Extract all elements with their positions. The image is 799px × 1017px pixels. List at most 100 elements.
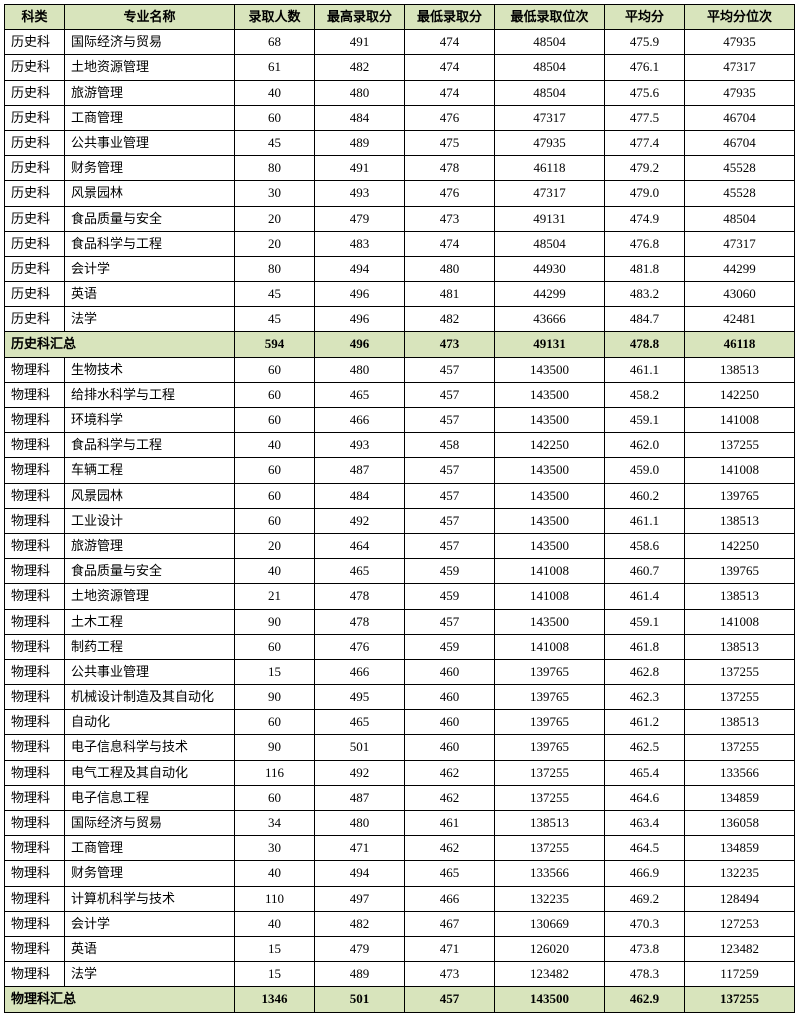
cell-value: 459 [405,584,495,609]
cell-value: 136058 [685,811,795,836]
cell-value: 460 [405,659,495,684]
cell-value: 60 [235,382,315,407]
cell-value: 143500 [495,357,605,382]
col-category: 科类 [5,5,65,30]
cell-value: 60 [235,458,315,483]
cell-value: 478 [405,156,495,181]
cell-major: 电子信息工程 [65,785,235,810]
cell-category: 物理科 [5,634,65,659]
summary-cell: 462.9 [605,987,685,1012]
cell-category: 历史科 [5,30,65,55]
cell-value: 457 [405,382,495,407]
cell-value: 461.1 [605,508,685,533]
cell-value: 137255 [495,785,605,810]
cell-value: 60 [235,357,315,382]
cell-value: 462.8 [605,659,685,684]
header-row: 科类 专业名称 录取人数 最高录取分 最低录取分 最低录取位次 平均分 平均分位… [5,5,795,30]
table-row: 历史科会计学8049448044930481.844299 [5,256,795,281]
cell-major: 环境科学 [65,408,235,433]
cell-value: 465.4 [605,760,685,785]
cell-value: 20 [235,231,315,256]
cell-category: 历史科 [5,156,65,181]
cell-value: 493 [315,181,405,206]
cell-value: 492 [315,508,405,533]
cell-value: 466 [405,886,495,911]
cell-value: 494 [315,256,405,281]
col-major: 专业名称 [65,5,235,30]
cell-value: 457 [405,408,495,433]
cell-value: 481 [405,282,495,307]
cell-value: 138513 [495,811,605,836]
cell-value: 45528 [685,181,795,206]
cell-value: 40 [235,80,315,105]
cell-value: 47317 [495,105,605,130]
cell-major: 国际经济与贸易 [65,811,235,836]
table-row: 物理科生物技术60480457143500461.1138513 [5,357,795,382]
cell-value: 478 [315,584,405,609]
cell-value: 459 [405,634,495,659]
cell-value: 497 [315,886,405,911]
cell-value: 128494 [685,886,795,911]
cell-value: 139765 [495,735,605,760]
cell-value: 48504 [495,80,605,105]
summary-label: 历史科汇总 [5,332,235,357]
cell-value: 465 [315,710,405,735]
cell-value: 461.1 [605,357,685,382]
cell-major: 生物技术 [65,357,235,382]
summary-cell: 46118 [685,332,795,357]
table-row: 历史科法学4549648243666484.742481 [5,307,795,332]
cell-value: 480 [315,811,405,836]
cell-value: 478.3 [605,962,685,987]
cell-value: 15 [235,659,315,684]
cell-value: 60 [235,508,315,533]
cell-value: 466 [315,408,405,433]
summary-row: 物理科汇总1346501457143500462.9137255 [5,987,795,1012]
cell-value: 489 [315,962,405,987]
cell-value: 80 [235,256,315,281]
cell-major: 食品质量与安全 [65,559,235,584]
cell-value: 133566 [685,760,795,785]
table-row: 历史科公共事业管理4548947547935477.446704 [5,130,795,155]
cell-value: 15 [235,962,315,987]
cell-value: 460 [405,735,495,760]
cell-major: 英语 [65,282,235,307]
table-row: 历史科旅游管理4048047448504475.647935 [5,80,795,105]
cell-value: 460.2 [605,483,685,508]
cell-value: 457 [405,609,495,634]
cell-value: 132235 [685,861,795,886]
cell-value: 465 [315,382,405,407]
summary-cell: 501 [315,987,405,1012]
cell-category: 历史科 [5,130,65,155]
cell-category: 物理科 [5,584,65,609]
cell-value: 20 [235,533,315,558]
cell-value: 44930 [495,256,605,281]
cell-value: 132235 [495,886,605,911]
cell-value: 44299 [495,282,605,307]
cell-value: 457 [405,458,495,483]
cell-value: 473 [405,962,495,987]
cell-value: 134859 [685,785,795,810]
cell-category: 物理科 [5,811,65,836]
cell-value: 474 [405,231,495,256]
cell-category: 物理科 [5,785,65,810]
cell-value: 45528 [685,156,795,181]
cell-value: 60 [235,634,315,659]
table-row: 历史科风景园林3049347647317479.045528 [5,181,795,206]
cell-value: 117259 [685,962,795,987]
cell-major: 机械设计制造及其自动化 [65,685,235,710]
cell-value: 47935 [685,80,795,105]
table-row: 历史科英语4549648144299483.243060 [5,282,795,307]
cell-major: 法学 [65,962,235,987]
cell-major: 英语 [65,936,235,961]
summary-row: 历史科汇总59449647349131478.846118 [5,332,795,357]
cell-value: 48504 [495,55,605,80]
cell-value: 458 [405,433,495,458]
summary-cell: 457 [405,987,495,1012]
cell-value: 137255 [685,685,795,710]
cell-category: 历史科 [5,256,65,281]
cell-category: 物理科 [5,382,65,407]
summary-cell: 49131 [495,332,605,357]
cell-value: 462.0 [605,433,685,458]
table-row: 物理科电气工程及其自动化116492462137255465.4133566 [5,760,795,785]
cell-major: 公共事业管理 [65,659,235,684]
